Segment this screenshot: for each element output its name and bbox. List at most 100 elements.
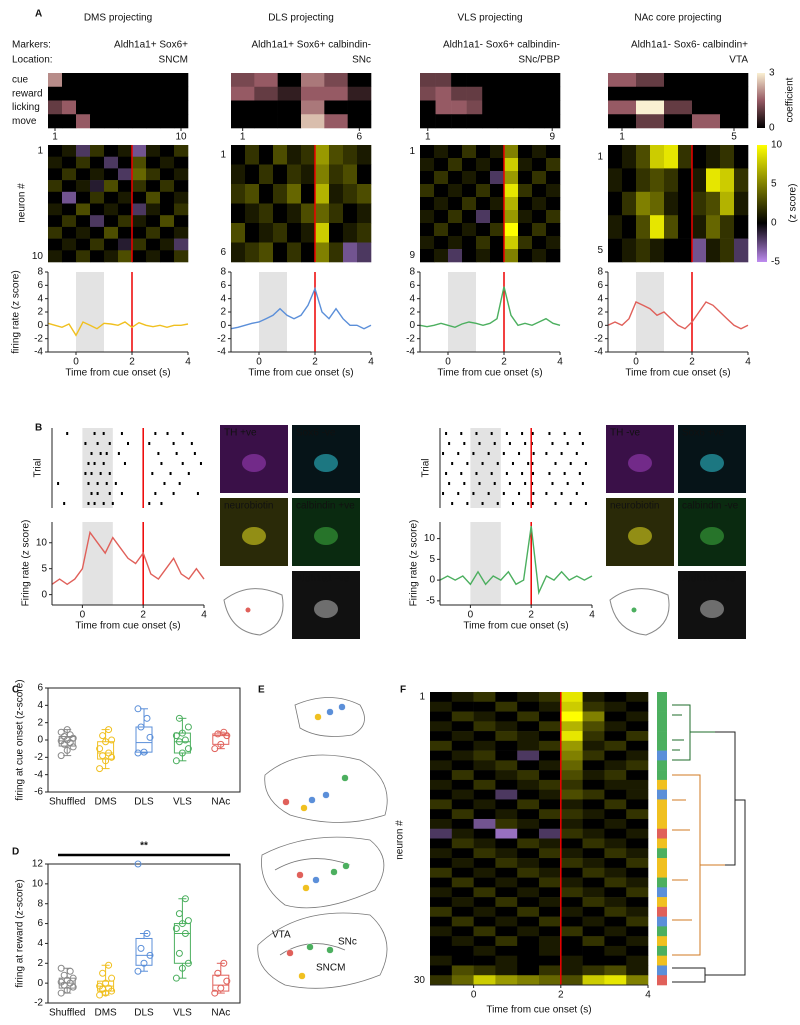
spike	[505, 472, 508, 475]
spike	[518, 492, 521, 495]
heatmap-cell	[518, 158, 533, 172]
data-point	[63, 976, 71, 984]
heatmap-cell	[451, 779, 474, 790]
heatmap-cell	[490, 249, 505, 263]
heatmap-cell	[324, 86, 348, 101]
heatmap-cell	[329, 184, 344, 204]
heatmap-cell	[692, 238, 707, 263]
heatmap-cell	[476, 236, 491, 250]
heatmap-cell	[448, 249, 463, 263]
heatmap-cell	[435, 114, 452, 129]
rate-line	[47, 321, 189, 337]
heatmap-cell	[430, 828, 453, 839]
data-point	[220, 959, 228, 967]
heatmap-cell	[451, 799, 474, 810]
spike	[151, 472, 154, 475]
heatmap-cell	[636, 100, 665, 115]
heatmap-cell	[473, 858, 496, 869]
heatmap-cell	[532, 145, 547, 159]
data-point	[105, 984, 113, 992]
x-tick-label: 0	[471, 990, 477, 1001]
x-axis-label: Time from cue onset (s)	[486, 1005, 591, 1016]
spike	[463, 442, 466, 445]
heatmap-cell	[451, 858, 474, 869]
heatmap-cell	[664, 114, 693, 129]
axis-label: neuron #	[17, 183, 28, 223]
heatmap-cell	[473, 789, 496, 800]
heatmap-cell	[513, 114, 530, 129]
heatmap-cell	[734, 191, 749, 216]
data-point	[172, 732, 180, 740]
colorbar-tick: 3	[769, 68, 775, 79]
heatmap-cell	[160, 180, 175, 193]
spike	[481, 502, 484, 505]
heatmap-cell	[495, 965, 518, 976]
data-point	[175, 949, 183, 957]
heatmap-cell	[430, 848, 453, 859]
heatmap-cell	[90, 226, 105, 239]
axis-label: Firing rate (z score)	[21, 520, 32, 607]
heatmap-cell	[430, 955, 453, 966]
heatmap-cell	[582, 858, 605, 869]
data-point	[175, 910, 183, 918]
heatmap-cell	[343, 164, 358, 185]
heatmap-cell	[539, 828, 562, 839]
data-point	[178, 920, 186, 928]
heatmap-cell	[604, 740, 627, 751]
heatmap-cell	[146, 250, 161, 263]
heatmap-cell	[539, 701, 562, 712]
heatmap-cell	[582, 692, 605, 703]
heatmap-cell	[473, 975, 496, 986]
cue-window	[470, 522, 501, 605]
heatmap-cell	[259, 164, 274, 185]
data-point	[57, 728, 65, 736]
heatmap-cell	[430, 692, 453, 703]
spike	[187, 472, 190, 475]
heatmap-cell	[118, 168, 133, 181]
data-point	[99, 732, 107, 740]
heatmap-cell	[118, 114, 133, 129]
group-strip-cell	[657, 916, 667, 927]
heatmap-cell	[347, 73, 372, 88]
heatmap-cell	[582, 740, 605, 751]
spike	[448, 442, 451, 445]
heatmap-cell	[539, 799, 562, 810]
heatmap-cell	[560, 818, 583, 830]
spike	[457, 452, 460, 455]
micrograph-label: Sox6 +ve	[682, 428, 724, 439]
heatmap-cell	[539, 936, 562, 947]
heatmap-cell	[692, 191, 707, 216]
heatmap-cell	[90, 250, 105, 263]
heatmap-cell	[504, 223, 519, 237]
spike	[120, 492, 123, 495]
heatmap-cell	[324, 114, 348, 129]
spike	[545, 492, 548, 495]
heatmap-cell	[539, 965, 562, 976]
heatmap-cell	[430, 770, 453, 781]
heatmap-cell	[430, 897, 453, 908]
colorbar-label: (z score)	[788, 184, 799, 223]
heatmap-cell	[160, 191, 175, 204]
heatmap-cell	[539, 750, 562, 761]
heatmap-cell	[174, 250, 189, 263]
heatmap-cell	[604, 965, 627, 976]
heatmap-cell	[451, 877, 474, 888]
heatmap-cell	[146, 156, 161, 169]
spike	[196, 492, 199, 495]
heatmap-cell	[462, 184, 477, 198]
heatmap-cell	[132, 203, 147, 216]
y-tick-label: -2	[34, 333, 43, 344]
y-tick-label: 4	[597, 293, 603, 304]
colorbar-tick: 0	[771, 218, 777, 229]
heatmap-cell	[582, 731, 605, 742]
heatmap-cell	[315, 184, 330, 204]
data-point	[214, 969, 222, 977]
coef-row-label: licking	[12, 102, 40, 113]
heatmap-cell	[273, 203, 288, 224]
heatmap-cell	[517, 936, 540, 947]
heatmap-cell	[448, 197, 463, 211]
heatmap-cell	[76, 180, 91, 193]
data-point	[146, 733, 154, 741]
heatmap-cell	[473, 945, 496, 956]
